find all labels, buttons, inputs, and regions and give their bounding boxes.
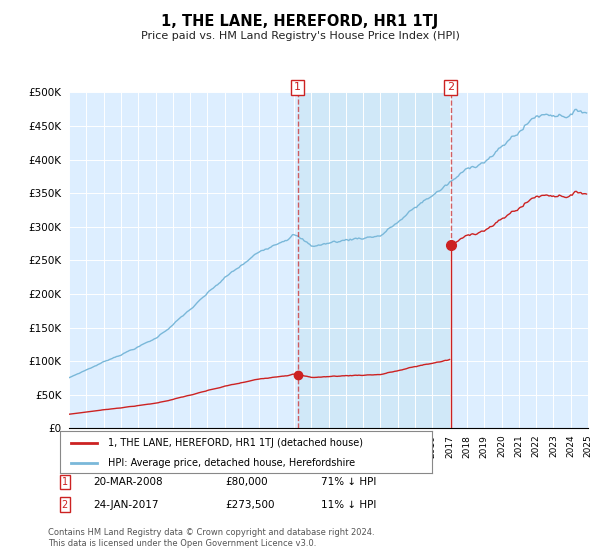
Text: Contains HM Land Registry data © Crown copyright and database right 2024.: Contains HM Land Registry data © Crown c…: [48, 528, 374, 536]
Text: 1: 1: [62, 477, 68, 487]
Text: 1, THE LANE, HEREFORD, HR1 1TJ (detached house): 1, THE LANE, HEREFORD, HR1 1TJ (detached…: [109, 438, 364, 448]
Text: 2: 2: [447, 82, 454, 92]
Text: 1, THE LANE, HEREFORD, HR1 1TJ: 1, THE LANE, HEREFORD, HR1 1TJ: [161, 14, 439, 29]
Text: £80,000: £80,000: [225, 477, 268, 487]
Text: This data is licensed under the Open Government Licence v3.0.: This data is licensed under the Open Gov…: [48, 539, 316, 548]
Text: 1: 1: [294, 82, 301, 92]
Text: £273,500: £273,500: [225, 500, 275, 510]
Text: HPI: Average price, detached house, Herefordshire: HPI: Average price, detached house, Here…: [109, 458, 355, 468]
Text: 71% ↓ HPI: 71% ↓ HPI: [321, 477, 376, 487]
Bar: [298, 92, 451, 428]
Text: Price paid vs. HM Land Registry's House Price Index (HPI): Price paid vs. HM Land Registry's House …: [140, 31, 460, 41]
Text: 24-JAN-2017: 24-JAN-2017: [93, 500, 158, 510]
Text: 11% ↓ HPI: 11% ↓ HPI: [321, 500, 376, 510]
Text: 2: 2: [62, 500, 68, 510]
Text: 20-MAR-2008: 20-MAR-2008: [93, 477, 163, 487]
